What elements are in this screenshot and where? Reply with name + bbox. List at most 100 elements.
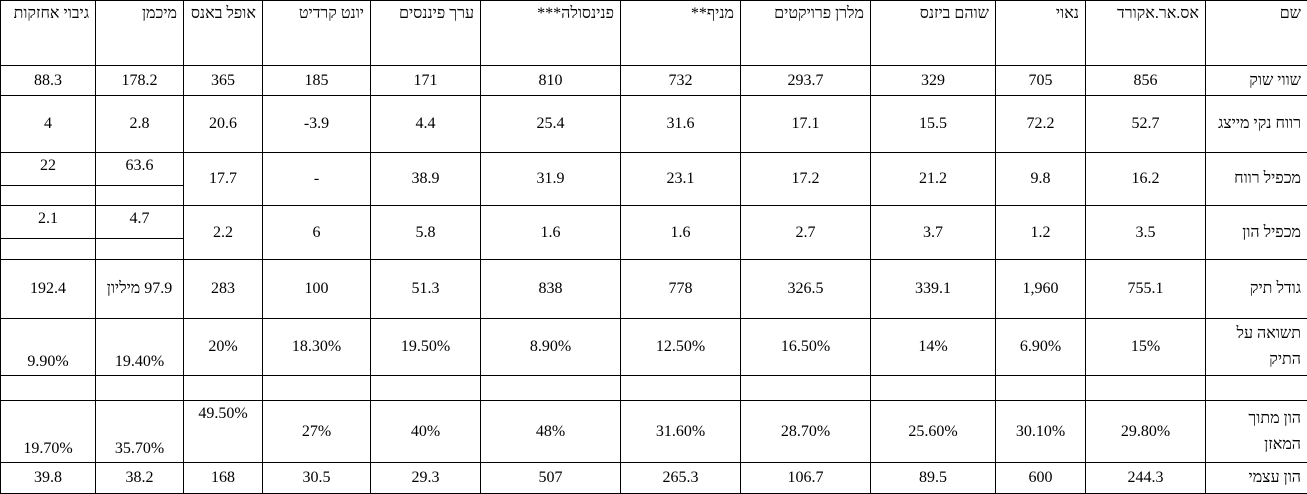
cell: 283 bbox=[184, 260, 263, 319]
cell: 51.3 bbox=[371, 260, 481, 319]
cell: נאוי bbox=[996, 1, 1086, 66]
empty-cell bbox=[621, 376, 741, 401]
cell: 329 bbox=[871, 66, 996, 96]
row-label: שווי שוק bbox=[1206, 66, 1307, 96]
cell-text: 22 bbox=[40, 157, 56, 174]
cell: אופל באנס bbox=[184, 1, 263, 66]
cell: 3.9- bbox=[263, 96, 371, 153]
cell-text: 40% bbox=[411, 423, 440, 440]
cell: 9.90% bbox=[1, 319, 96, 376]
cell-text: 6 bbox=[313, 224, 321, 241]
cell: 12.50% bbox=[621, 319, 741, 376]
cell-text: 1.2 bbox=[1031, 224, 1051, 241]
cell: 20% bbox=[184, 319, 263, 376]
cell-text: 38.2 bbox=[126, 469, 154, 486]
cell-text: 178.2 bbox=[122, 72, 158, 89]
cell: 365 bbox=[184, 66, 263, 96]
cell-text: 28.70% bbox=[781, 423, 830, 440]
cell-text: 3.9- bbox=[304, 115, 329, 132]
cell-text: 4.7 bbox=[130, 210, 150, 227]
empty-cell bbox=[1086, 376, 1206, 401]
cell-text: 705 bbox=[1029, 72, 1053, 89]
cell-text: יונט קרדיט bbox=[299, 5, 364, 22]
cell-text: גיבוי אחזקות bbox=[14, 5, 89, 22]
cell-text: 2.1 bbox=[38, 210, 58, 227]
cell: 3.7 bbox=[871, 206, 996, 260]
empty-cell bbox=[371, 376, 481, 401]
cell: 1.6 bbox=[621, 206, 741, 260]
cell-text: 244.3 bbox=[1128, 469, 1164, 486]
cell: 49.50% bbox=[184, 401, 263, 463]
empty-cell bbox=[741, 376, 871, 401]
cell-text: - bbox=[314, 170, 319, 187]
cell-text: 23.1 bbox=[667, 170, 695, 187]
cell-text: 25.60% bbox=[908, 423, 957, 440]
cell: 2.1 bbox=[1, 206, 96, 260]
cell-text: 106.7 bbox=[788, 469, 824, 486]
cell: 17.2 bbox=[741, 153, 871, 206]
cell-text: מניף** bbox=[691, 5, 734, 22]
cell: 52.7 bbox=[1086, 96, 1206, 153]
cell-text: 5.8 bbox=[416, 224, 436, 241]
row-label: מכפיל הון bbox=[1206, 206, 1307, 260]
cell-text: 25.4 bbox=[537, 115, 565, 132]
cell: 192.4 bbox=[1, 260, 96, 319]
cell-text: 31.6 bbox=[667, 115, 695, 132]
cell-text: 49.50% bbox=[198, 405, 247, 422]
cell: 732 bbox=[621, 66, 741, 96]
cell: 838 bbox=[481, 260, 621, 319]
cell: 17.1 bbox=[741, 96, 871, 153]
cell: גיבוי אחזקות bbox=[1, 1, 96, 66]
row-label: הון עצמי bbox=[1206, 463, 1307, 494]
cell-text: 20.6 bbox=[209, 115, 237, 132]
cell-text: הון עצמי bbox=[1249, 469, 1302, 486]
cell-text: 732 bbox=[669, 72, 693, 89]
cell-text: 1.6 bbox=[541, 224, 561, 241]
cell-text: 89.5 bbox=[919, 469, 947, 486]
cell: 25.4 bbox=[481, 96, 621, 153]
cell-text: 9.90% bbox=[27, 353, 68, 370]
cell: 25.60% bbox=[871, 401, 996, 463]
cell-text: 4 bbox=[44, 115, 52, 132]
cell: 29.80% bbox=[1086, 401, 1206, 463]
cell: 265.3 bbox=[621, 463, 741, 494]
cell-text: 3.5 bbox=[1136, 224, 1156, 241]
cell: מניף** bbox=[621, 1, 741, 66]
cell-divider bbox=[1, 185, 95, 186]
cell-text: 18.30% bbox=[292, 338, 341, 355]
cell-text: 6.90% bbox=[1020, 338, 1061, 355]
cell-text: 16.2 bbox=[1132, 170, 1160, 187]
cell: 100 bbox=[263, 260, 371, 319]
cell: 16.50% bbox=[741, 319, 871, 376]
empty-cell bbox=[996, 376, 1086, 401]
cell-text: 755.1 bbox=[1128, 280, 1164, 297]
cell-text: רווח נקי מייצג bbox=[1218, 115, 1301, 132]
cell: 89.5 bbox=[871, 463, 996, 494]
cell: 2.7 bbox=[741, 206, 871, 260]
cell: 19.50% bbox=[371, 319, 481, 376]
cell: פנינסולה*** bbox=[481, 1, 621, 66]
empty-cell bbox=[871, 376, 996, 401]
cell-text: 168 bbox=[211, 469, 235, 486]
cell: 15.5 bbox=[871, 96, 996, 153]
cell-text: 63.6 bbox=[126, 157, 154, 174]
cell: 168 bbox=[184, 463, 263, 494]
cell-text: 88.3 bbox=[34, 72, 62, 89]
cell: מלרן פרויקטים bbox=[741, 1, 871, 66]
cell: 1,960 bbox=[996, 260, 1086, 319]
cell: 3.5 bbox=[1086, 206, 1206, 260]
cell-text: 48% bbox=[536, 423, 565, 440]
empty-cell bbox=[184, 376, 263, 401]
cell-text: ערך פיננסים bbox=[399, 5, 474, 22]
cell: 185 bbox=[263, 66, 371, 96]
cell-text: 1,960 bbox=[1023, 280, 1059, 297]
cell: 171 bbox=[371, 66, 481, 96]
cell: מיכמן bbox=[96, 1, 184, 66]
cell: 38.9 bbox=[371, 153, 481, 206]
cell: 22 bbox=[1, 153, 96, 206]
